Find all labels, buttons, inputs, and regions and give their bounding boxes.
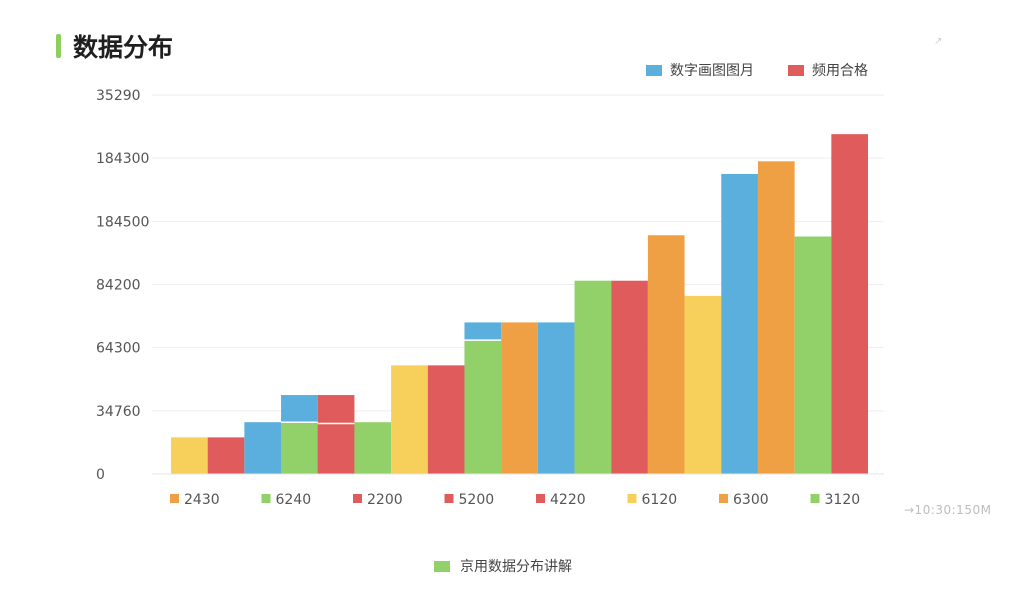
bar[interactable] xyxy=(757,161,795,474)
bar[interactable] xyxy=(537,322,575,474)
x-group-text: 2430 xyxy=(184,492,220,508)
bar[interactable] xyxy=(684,295,722,474)
x-group-text: 5200 xyxy=(459,492,495,508)
page-title-wrap: 数据分布 xyxy=(56,30,173,62)
chart-legend: 数字画图图月 频用合格 xyxy=(646,60,902,80)
bar-segment[interactable] xyxy=(464,340,502,474)
chart-bars xyxy=(171,134,868,475)
x-group-text: 2200 xyxy=(367,492,403,508)
x-axis-group-labels: 2430 6240 2200 5200 4220 6120 6300 3120 xyxy=(170,492,860,508)
y-tick-label: 0 xyxy=(96,467,105,483)
y-tick-label: 35290 xyxy=(96,88,141,104)
x-group-label: 3120 xyxy=(810,492,861,508)
y-axis-ticks: 0 34760 64300 84200 184500 184300 35290 xyxy=(96,88,149,483)
x-group-swatch xyxy=(170,494,179,503)
x-group-text: 3120 xyxy=(825,492,861,508)
legend-swatch xyxy=(646,64,662,76)
x-group-label: 2430 xyxy=(170,492,220,508)
x-group-swatch xyxy=(353,494,362,503)
side-note: →10:30:150M xyxy=(904,503,992,517)
legend-item-series-2[interactable]: 频用合格 xyxy=(788,60,868,80)
bar[interactable] xyxy=(501,322,538,474)
x-group-text: 6240 xyxy=(276,492,312,508)
title-accent-bar xyxy=(56,34,61,58)
x-group-swatch xyxy=(810,494,820,503)
bar[interactable] xyxy=(794,236,832,474)
bar[interactable] xyxy=(721,173,758,475)
y-tick-label: 184500 xyxy=(96,214,149,230)
bar[interactable] xyxy=(574,280,612,474)
x-group-label: 4220 xyxy=(536,492,586,508)
bar[interactable] xyxy=(207,437,245,474)
bar-segment[interactable] xyxy=(317,423,355,474)
expand-icon[interactable]: ↗ xyxy=(934,36,943,47)
bar[interactable] xyxy=(427,365,465,474)
x-group-text: 4220 xyxy=(550,492,586,508)
bar[interactable] xyxy=(354,422,392,474)
legend-label: 数字画图图月 xyxy=(670,63,754,79)
bar[interactable] xyxy=(244,422,282,474)
bar-segment[interactable] xyxy=(281,422,318,474)
x-group-swatch xyxy=(627,494,637,503)
x-group-swatch xyxy=(719,494,728,503)
x-group-text: 6300 xyxy=(733,492,769,508)
page-title: 数据分布 xyxy=(73,33,174,62)
bar[interactable] xyxy=(831,134,868,474)
y-tick-label: 184300 xyxy=(96,151,149,167)
bottom-legend-label: 京用数据分布讲解 xyxy=(460,559,572,575)
legend-swatch xyxy=(434,560,450,572)
x-group-swatch xyxy=(261,494,271,503)
bar[interactable] xyxy=(611,280,648,474)
bar[interactable] xyxy=(391,365,428,474)
x-group-label: 6240 xyxy=(261,492,312,508)
x-group-text: 6120 xyxy=(642,492,678,508)
legend-swatch xyxy=(788,64,804,76)
legend-item-series-1[interactable]: 数字画图图月 xyxy=(646,60,754,80)
x-group-swatch xyxy=(536,494,545,503)
bar[interactable] xyxy=(647,235,685,474)
bar[interactable] xyxy=(171,437,208,474)
legend-label: 频用合格 xyxy=(812,63,868,79)
x-group-swatch xyxy=(444,494,454,503)
x-group-label: 6120 xyxy=(627,492,678,508)
x-group-label: 2200 xyxy=(353,492,403,508)
y-tick-label: 84200 xyxy=(96,278,141,294)
x-group-label: 5200 xyxy=(444,492,495,508)
bottom-legend[interactable]: 京用数据分布讲解 xyxy=(434,556,572,576)
x-group-label: 6300 xyxy=(719,492,769,508)
y-tick-label: 34760 xyxy=(96,404,141,420)
y-tick-label: 64300 xyxy=(96,341,141,357)
